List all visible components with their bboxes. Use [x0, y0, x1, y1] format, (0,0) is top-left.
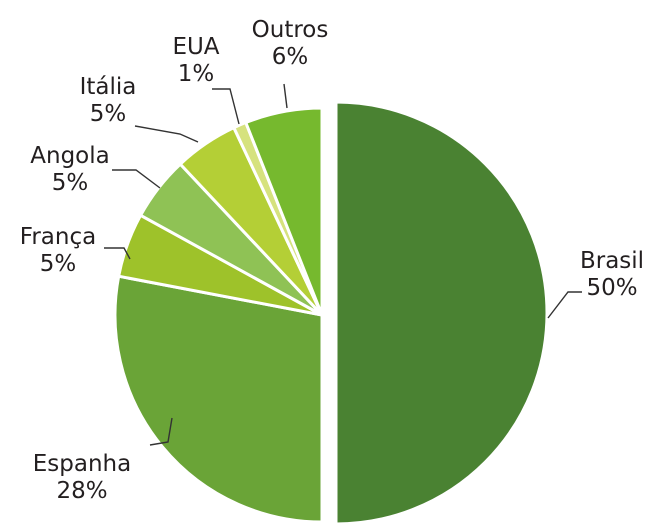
slice-percent-espanha: 28%	[56, 478, 107, 504]
slice-espanha	[113, 274, 324, 524]
slice-percent-italia: 5%	[90, 101, 127, 127]
slice-label-outros: Outros	[252, 17, 329, 43]
slice-percent-angola: 5%	[52, 170, 89, 196]
slice-percent-franca: 5%	[40, 251, 77, 277]
leader-line-eua	[212, 88, 240, 125]
slice-percent-eua: 1%	[178, 61, 215, 87]
leader-line-angola	[112, 169, 161, 189]
slice-label-brasil: Brasil	[580, 248, 644, 274]
slice-outros	[244, 106, 324, 317]
leader-line-brasil	[547, 291, 582, 319]
slice-percent-brasil: 50%	[586, 275, 637, 301]
slice-brasil	[334, 100, 549, 526]
slice-label-italia: Itália	[80, 74, 137, 100]
slice-label-franca: França	[20, 224, 96, 250]
leader-line-italia	[134, 125, 199, 143]
slice-label-eua: EUA	[172, 34, 219, 60]
pie-slices	[113, 100, 549, 526]
leader-line-espanha	[149, 417, 173, 446]
leader-line-outros	[283, 83, 288, 109]
slice-label-espanha: Espanha	[33, 451, 131, 477]
leader-line-franca	[104, 247, 131, 260]
slice-labels: Brasil50%Espanha28%França5%Angola5%Itáli…	[20, 17, 644, 504]
slice-label-angola: Angola	[30, 143, 109, 169]
slice-percent-outros: 6%	[272, 44, 309, 70]
leader-lines	[104, 83, 582, 446]
